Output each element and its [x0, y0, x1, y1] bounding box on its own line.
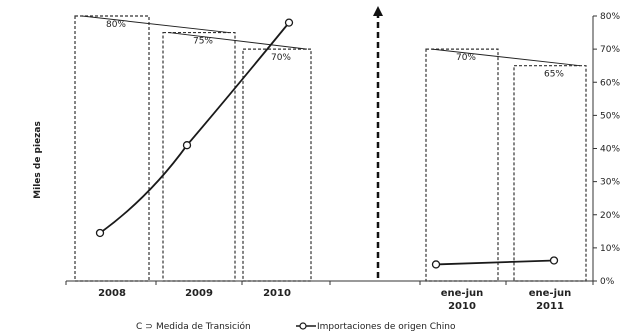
bar-0	[74, 15, 150, 282]
x-tick-label: 2010	[263, 288, 291, 299]
right-tick-label: 40%	[600, 145, 620, 155]
legend-bar-icon: C ⊃	[136, 322, 153, 332]
x-tick-label: 2008	[98, 288, 126, 299]
line-point-2	[284, 18, 294, 27]
x-tick-label: 2010	[448, 301, 476, 312]
x-tick-label: ene-jun	[529, 288, 572, 299]
y-axis-label: Miles de piezas	[33, 121, 43, 199]
line-point-4	[549, 256, 559, 265]
data-labels: 80% 75% 70% 70% 65%	[106, 20, 564, 80]
legend-line-icon	[296, 322, 316, 330]
right-tick-label: 60%	[600, 78, 620, 88]
bar-series	[74, 15, 587, 282]
bar-4	[513, 65, 587, 282]
bar-value-label: 75%	[193, 37, 213, 47]
right-tick-label: 70%	[600, 45, 620, 55]
bar-3	[425, 48, 499, 282]
bar-trend-lines	[81, 15, 581, 67]
divider-arrow-icon	[373, 6, 383, 16]
line-point-1	[182, 141, 192, 150]
right-tick-label: 30%	[600, 178, 620, 188]
x-tick-label: 2009	[185, 288, 213, 299]
series-line-segment-2	[435, 259, 555, 266]
x-tick-label: 2011	[536, 301, 564, 312]
series-line-segment-1	[99, 22, 290, 234]
bar-trend-line-2	[431, 48, 581, 67]
legend-bar-label: Medida de Transición	[156, 321, 251, 332]
bar-value-label: 70%	[271, 53, 291, 63]
bar-1	[162, 31, 236, 282]
bar-trend-line-0	[81, 15, 230, 34]
bar-value-label: 70%	[456, 53, 476, 63]
bar-trend-line-1	[168, 32, 308, 50]
line-point-0	[95, 228, 105, 238]
chart-axes: 0% 10% 20% 30% 40% 50% 60% 70% 80% 2008 2009 2010 en…	[65, 6, 620, 312]
right-tick-label: 80%	[600, 12, 620, 22]
legend: C ⊃ Medida de Transición Importaciones d…	[136, 321, 456, 332]
bar-2	[242, 48, 312, 282]
x-tick-label: ene-jun	[441, 288, 484, 299]
bar-value-label: 65%	[544, 70, 564, 80]
right-tick-label: 0%	[600, 277, 615, 287]
right-tick-label: 50%	[600, 111, 620, 121]
line-point-3	[431, 260, 441, 269]
right-tick-label: 10%	[600, 244, 620, 254]
line-series	[95, 18, 559, 269]
legend-line-label: Importaciones de origen Chino	[317, 322, 456, 332]
right-tick-label: 20%	[600, 211, 620, 221]
bar-value-label: 80%	[106, 20, 126, 30]
